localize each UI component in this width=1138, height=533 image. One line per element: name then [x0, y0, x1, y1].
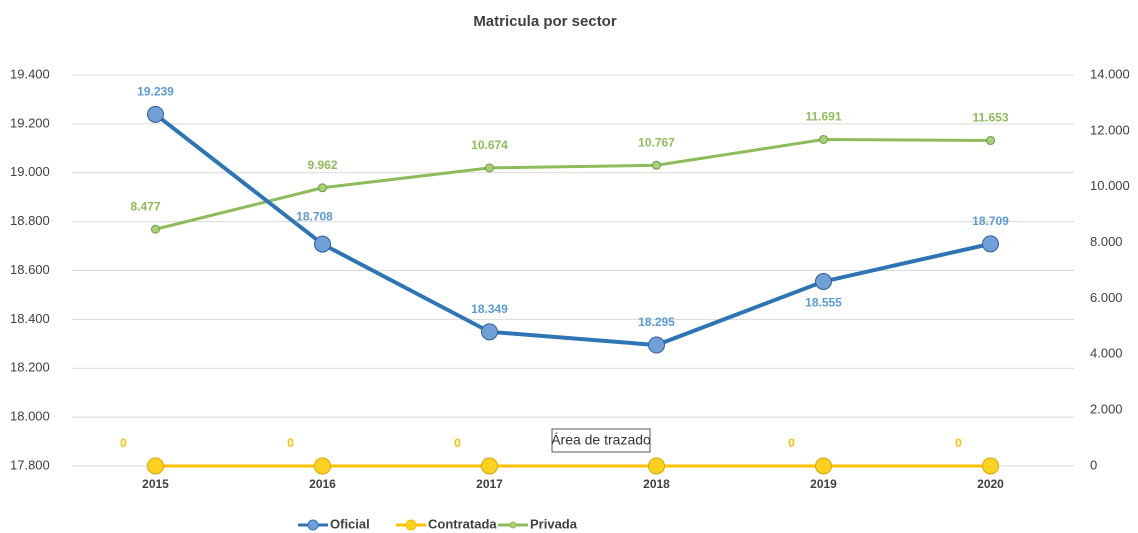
- data-label: 0: [454, 436, 461, 450]
- point-marker: [151, 224, 160, 234]
- legend-label: Privada: [530, 516, 578, 531]
- y-tick-label: 18.600: [10, 262, 50, 277]
- data-label: 0: [955, 436, 962, 450]
- point-marker: [314, 457, 331, 475]
- data-label: 0: [287, 436, 294, 450]
- data-label: 8.477: [130, 199, 160, 213]
- y2-tick-label: 8.000: [1090, 234, 1123, 249]
- legend-label: Contratada: [428, 516, 497, 531]
- legend-marker: [405, 519, 417, 531]
- point-marker: [652, 160, 661, 170]
- y-tick-label: 19.200: [10, 115, 50, 130]
- point-marker: [815, 272, 832, 290]
- data-label: 18.349: [471, 302, 508, 316]
- y-tick-label: 18.200: [10, 360, 50, 375]
- y2-tick-label: 0: [1090, 457, 1097, 472]
- y2-tick-label: 14.000: [1090, 66, 1130, 81]
- point-marker: [815, 457, 832, 475]
- point-marker: [982, 235, 999, 253]
- point-marker: [481, 323, 498, 341]
- x-tick-label: 2015: [142, 477, 169, 491]
- x-tick-label: 2020: [977, 477, 1004, 491]
- data-label: 18.708: [296, 209, 333, 223]
- legend-marker: [509, 521, 517, 529]
- series-line: [155, 137, 991, 231]
- y-tick-label: 18.400: [10, 311, 50, 326]
- tooltip-box: [551, 428, 651, 453]
- point-marker: [982, 457, 999, 475]
- legend-label: Oficial: [330, 516, 370, 531]
- point-marker: [147, 105, 164, 123]
- point-marker: [481, 457, 498, 475]
- y2-tick-label: 10.000: [1090, 178, 1130, 193]
- series-line: [154, 112, 991, 348]
- data-label: 9.962: [307, 158, 337, 172]
- y2-tick-label: 6.000: [1090, 290, 1123, 305]
- point-marker: [986, 136, 995, 146]
- x-tick-label: 2016: [309, 477, 336, 491]
- data-label: 18.709: [972, 214, 1009, 228]
- data-label: 10.767: [638, 135, 675, 149]
- point-marker: [648, 336, 665, 354]
- data-label: 18.555: [805, 296, 842, 310]
- data-label: 11.653: [972, 111, 1008, 125]
- chart-title: Matricula por sector: [473, 13, 617, 30]
- data-label: 10.674: [471, 138, 508, 152]
- data-label: 19.239: [137, 85, 174, 99]
- data-label: 0: [120, 436, 127, 450]
- legend-marker: [307, 519, 319, 531]
- point-marker: [314, 235, 331, 253]
- data-label: 18.295: [638, 315, 675, 329]
- y-tick-label: 18.800: [10, 213, 50, 228]
- y2-tick-label: 4.000: [1090, 346, 1123, 361]
- point-marker: [648, 457, 665, 475]
- y-tick-label: 19.000: [10, 164, 50, 179]
- x-tick-label: 2018: [643, 477, 670, 491]
- point-marker: [819, 134, 828, 144]
- y-tick-label: 17.800: [10, 457, 50, 472]
- y2-tick-label: 2.000: [1090, 402, 1123, 417]
- tooltip-text: Área de trazado: [551, 432, 651, 448]
- y-tick-label: 19.400: [10, 66, 50, 81]
- data-label: 0: [788, 436, 795, 450]
- point-marker: [318, 183, 327, 193]
- point-marker: [485, 163, 494, 173]
- x-tick-label: 2017: [476, 477, 503, 491]
- data-label: 11.691: [805, 110, 841, 124]
- x-tick-label: 2019: [810, 477, 837, 491]
- y2-tick-label: 12.000: [1090, 122, 1130, 137]
- point-marker: [147, 457, 164, 475]
- y-tick-label: 18.000: [10, 409, 50, 424]
